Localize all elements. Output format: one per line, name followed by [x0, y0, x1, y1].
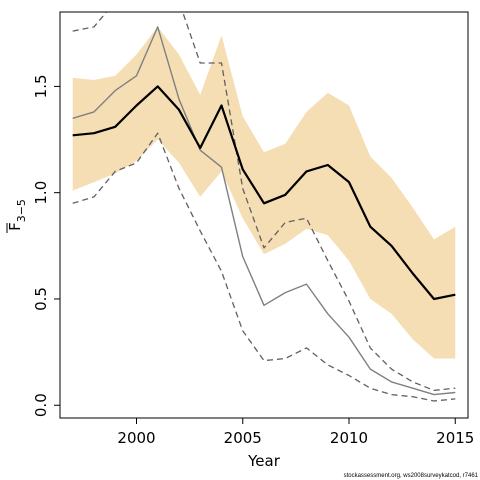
confidence-band	[72, 26, 456, 359]
y-tick-label: 0.5	[32, 287, 50, 311]
credit-text: stockassessment.org, ws2008surveykatcod,…	[344, 473, 479, 479]
x-axis-title: Year	[247, 452, 281, 470]
confidence-band-area	[72, 26, 456, 359]
y-axis-title-main: F	[6, 222, 24, 231]
plot-frame	[59, 11, 469, 419]
y-axis-title: F3−5	[6, 199, 28, 233]
series-line-grey-solid-1	[72, 26, 456, 396]
y-tick-label: 0.0	[32, 393, 50, 417]
x-tick-label: 2000	[117, 429, 155, 447]
y-axis-title-sub: 3−5	[15, 199, 28, 222]
series-lines	[72, 12, 456, 402]
x-tick-label: 2005	[224, 429, 262, 447]
y-axis: 0.0 0.5 1.0 1.5	[32, 74, 60, 417]
series-line-estimate-0	[72, 85, 456, 301]
x-axis: 2000 2005 2010 2015	[117, 418, 474, 447]
x-tick-label: 2010	[330, 429, 368, 447]
svg-text:F3−5: F3−5	[6, 199, 28, 231]
x-tick-label: 2015	[436, 429, 474, 447]
y-tick-label: 1.0	[32, 181, 50, 205]
y-tick-label: 1.5	[32, 74, 50, 98]
series-line-grey-dashed-2	[72, 12, 456, 392]
